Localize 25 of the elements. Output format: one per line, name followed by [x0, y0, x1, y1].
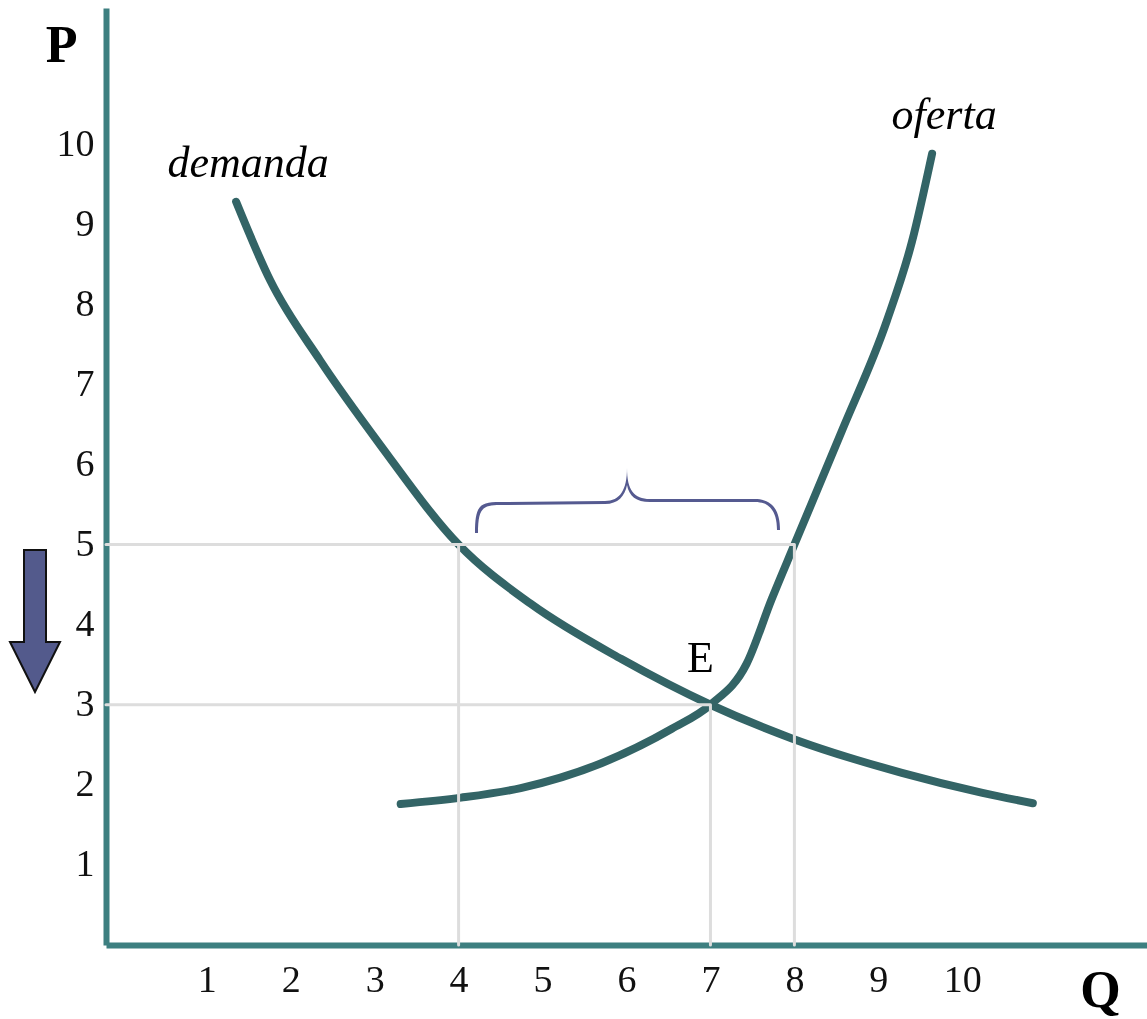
x-tick-label: 1	[197, 957, 217, 1000]
y-axis-title: P	[45, 15, 78, 73]
x-tick-label: 3	[365, 957, 385, 1000]
y-tick-label: 10	[56, 121, 95, 164]
x-tick-label: 5	[533, 957, 553, 1000]
annotation: E	[687, 632, 714, 682]
x-tick-label: 8	[785, 957, 805, 1000]
x-tick-label: 9	[869, 957, 889, 1000]
x-axis-title: Q	[1080, 960, 1121, 1018]
y-tick-label: 2	[75, 762, 95, 805]
y-tick-label: 1	[75, 842, 95, 885]
x-tick-label: 7	[701, 957, 721, 1000]
y-tick-label: 5	[75, 522, 95, 565]
y-tick-label: 4	[75, 602, 95, 645]
x-tick-label: 4	[449, 957, 469, 1000]
y-tick-label: 7	[75, 361, 95, 404]
series-label: oferta	[891, 89, 997, 139]
y-tick-label: 3	[75, 682, 95, 725]
x-tick-label: 2	[281, 957, 301, 1000]
x-tick-label: 6	[617, 957, 637, 1000]
series-label: demanda	[167, 137, 329, 187]
y-tick-label: 9	[75, 201, 95, 244]
y-tick-label: 8	[75, 281, 95, 324]
x-tick-label: 10	[943, 957, 982, 1000]
y-tick-label: 6	[75, 441, 95, 484]
